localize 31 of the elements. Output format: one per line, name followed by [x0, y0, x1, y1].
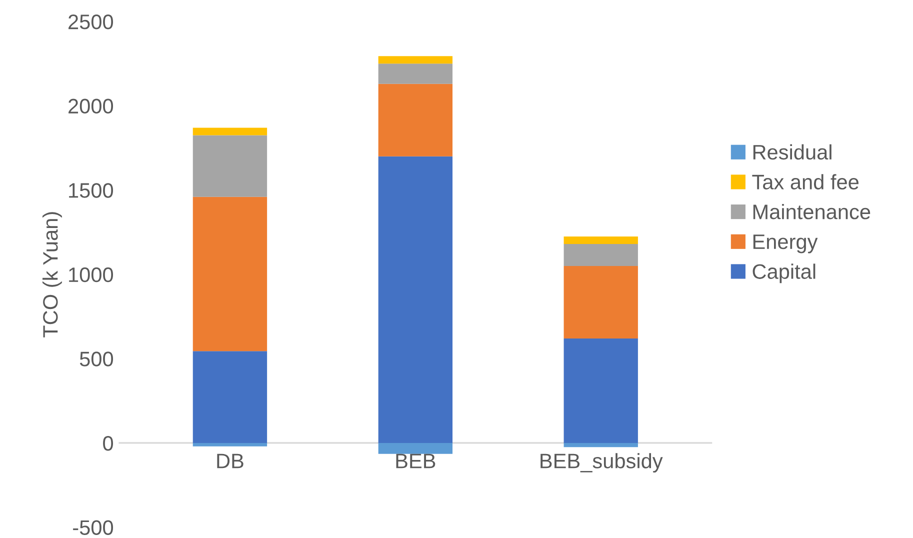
y-tick-label: -500	[73, 520, 114, 535]
bar	[192, 442, 268, 446]
bar	[378, 56, 453, 64]
y-tick-label: 2000	[68, 98, 114, 114]
legend-label: Maintenance	[753, 204, 870, 220]
bar	[564, 266, 638, 338]
bar	[192, 351, 268, 443]
bar	[192, 128, 268, 136]
bar	[192, 196, 268, 352]
bar	[564, 244, 638, 266]
bar	[192, 135, 268, 197]
y-axis-title: TCO (k Yuan)	[42, 212, 62, 338]
legend-label: Residual	[753, 144, 832, 160]
legend-label: Capital	[752, 264, 816, 284]
y-tick-label: 0	[103, 436, 114, 451]
y-tick-label: 2500	[68, 14, 114, 30]
x-tick-label: BEB	[396, 454, 436, 468]
bar	[378, 156, 453, 443]
y-tick-label: 1500	[69, 183, 114, 198]
bar	[564, 236, 638, 244]
bar	[378, 64, 453, 84]
y-tick-label: 500	[80, 352, 114, 366]
bar	[564, 442, 638, 448]
y-tick-label: 1000	[69, 267, 114, 282]
legend-label: Energy	[753, 234, 818, 254]
x-tick-label: DB	[217, 454, 244, 468]
bar	[378, 442, 453, 454]
bar	[378, 84, 453, 156]
x-tick-label: BEB_subsidy	[540, 453, 663, 472]
legend-label: Tax and fee	[752, 174, 859, 190]
bar	[564, 338, 638, 443]
